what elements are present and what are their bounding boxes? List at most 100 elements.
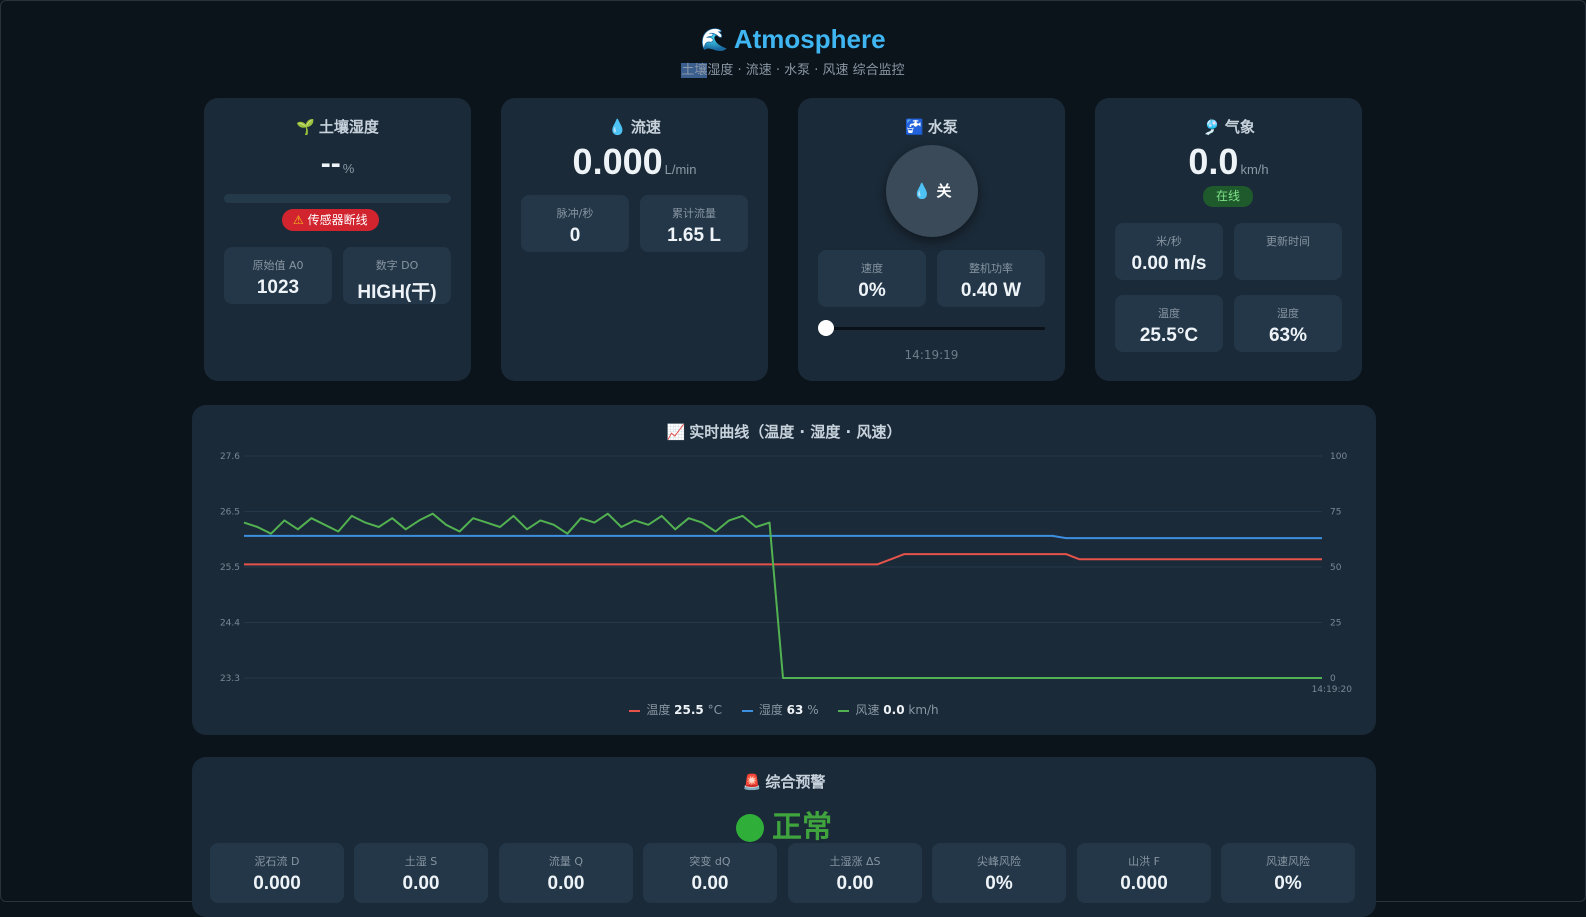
online-status-text: 在线 xyxy=(1215,189,1240,203)
metric-value: 0.000 xyxy=(253,873,301,894)
page-header: 🌊 Atmosphere 土壤湿度 · 流速 · 水泵 · 风速 综合监控 xyxy=(0,24,1586,78)
y-left-tick-label: 25.5 xyxy=(220,563,240,573)
y-left-tick-label: 23.3 xyxy=(220,674,240,684)
temperature-label: 温度 xyxy=(1158,307,1180,320)
wind-value-number: 0.0 xyxy=(1188,141,1239,182)
soil-value-number: -- xyxy=(320,147,341,180)
chart-legend: 温度 25.5 °C 湿度 63 % 风速 0.0 km/h xyxy=(192,701,1376,718)
raw-value-tile: 原始值 A0 1023 xyxy=(224,247,332,304)
y-right-tick-label: 100 xyxy=(1330,452,1347,462)
weather-card: 🎐 气象 0.0 km/h 在线 米/秒 0.00 m/s 更新时间 温度 25.5… xyxy=(1095,98,1362,381)
legend-value: 0.0 xyxy=(883,703,905,717)
sensor-offline-text: 传感器断线 xyxy=(307,213,368,227)
chart-increasing-icon: 📈 xyxy=(666,423,686,441)
y-left-tick-label: 24.4 xyxy=(220,619,240,629)
metric-label: 风速风险 xyxy=(1266,855,1310,868)
app-title-text: Atmosphere xyxy=(733,24,886,54)
humidity-value: 63% xyxy=(1268,325,1308,346)
realtime-chart: 27.6 100 26.5 75 25.5 50 24.4 25 23.3 014:19:20 xyxy=(220,452,1353,695)
legend-name: 温度 xyxy=(646,703,671,717)
humidity-label: 湿度 xyxy=(1277,307,1299,320)
metric-tile: 尖峰风险 0% xyxy=(932,843,1066,903)
legend-swatch xyxy=(629,709,641,712)
metric-tile: 泥石流 D 0.000 xyxy=(210,843,344,903)
metric-tile: 土湿涨 ΔS 0.00 xyxy=(788,843,922,903)
legend-swatch xyxy=(838,709,850,712)
warning-title-text: 综合预警 xyxy=(765,773,826,791)
metric-label: 土湿 S xyxy=(404,855,438,868)
soil-value-unit: % xyxy=(342,161,355,176)
series-line-风速 xyxy=(243,512,1322,679)
online-badge: 在线 xyxy=(1203,186,1253,207)
chart-title-text: 实时曲线（温度 · 湿度 · 风速） xyxy=(689,423,902,441)
warning-title: 🚨 综合预警 xyxy=(192,771,1376,792)
sensor-offline-badge: ⚠ 传感器断线 xyxy=(282,209,379,231)
total-flow-value: 1.65 L xyxy=(667,225,721,246)
raw-value: 1023 xyxy=(256,277,300,298)
pump-speed-label: 速度 xyxy=(861,262,883,275)
series-line-温度 xyxy=(244,553,1322,566)
legend-item-temperature: 温度 25.5 °C xyxy=(629,701,722,718)
flow-value-unit: L/min xyxy=(664,162,697,177)
metric-tile: 流量 Q 0.00 xyxy=(499,843,633,903)
metric-tile: 土湿 S 0.00 xyxy=(354,843,488,903)
pulse-tile: 脉冲/秒 0 xyxy=(521,195,629,252)
metric-label: 突变 dQ xyxy=(689,855,731,868)
pulse-value: 0 xyxy=(569,225,581,246)
legend-name: 风速 xyxy=(855,703,880,717)
flow-value: 0.000 L/min xyxy=(501,141,768,183)
y-left-tick-label: 27.6 xyxy=(220,452,240,462)
metric-value: 0.00 xyxy=(836,873,874,894)
y-right-tick-label: 50 xyxy=(1330,563,1342,573)
warning-card: 🚨 综合预警 正常 泥石流 D 0.000 土湿 S 0.00 流量 Q 0.00 突变 dQ… xyxy=(192,757,1376,917)
wind-ms-label: 米/秒 xyxy=(1156,235,1182,248)
warning-status-text: 正常 xyxy=(772,810,832,845)
green-status-dot-icon xyxy=(736,814,764,842)
pump-time: 14:19:19 xyxy=(904,348,959,362)
y-right-tick-label: 25 xyxy=(1330,619,1341,629)
metric-tile: 风速风险 0% xyxy=(1221,843,1355,903)
x-time-label: 14:19:20 xyxy=(1312,685,1353,695)
humidity-tile: 湿度 63% xyxy=(1234,295,1342,352)
slider-track xyxy=(818,327,1045,330)
warning-status: 正常 xyxy=(192,802,1376,846)
raw-value-label: 原始值 A0 xyxy=(252,259,304,272)
metric-tile: 突变 dQ 0.00 xyxy=(643,843,777,903)
slider-handle[interactable] xyxy=(818,320,834,336)
metric-label: 泥石流 D xyxy=(254,855,300,868)
update-time-tile: 更新时间 xyxy=(1234,223,1342,280)
legend-unit: °C xyxy=(707,703,722,717)
wind-value-unit: km/h xyxy=(1240,162,1269,177)
flow-value-number: 0.000 xyxy=(572,141,663,182)
realtime-chart-card: 📈 实时曲线（温度 · 湿度 · 风速） 27.6 100 26.5 75 25.5 50 2… xyxy=(192,405,1376,735)
pump-toggle-button[interactable]: 💧 关 xyxy=(886,145,978,237)
total-flow-label: 累计流量 xyxy=(672,207,716,220)
wave-icon: 🌊 xyxy=(700,26,728,52)
subtitle-selected-text: 土壤 xyxy=(681,63,708,78)
total-flow-tile: 累计流量 1.65 L xyxy=(640,195,748,252)
metric-label: 尖峰风险 xyxy=(977,855,1021,868)
legend-value: 63 xyxy=(786,703,804,717)
droplet-icon: 💧 xyxy=(608,118,627,136)
soil-card: 🌱 土壤湿度 --% ⚠ 传感器断线 原始值 A0 1023 数字 DO HIGH… xyxy=(204,98,471,381)
metric-value: 0.000 xyxy=(1120,873,1168,894)
metric-value: 0.00 xyxy=(691,873,729,894)
legend-unit: km/h xyxy=(908,703,939,717)
legend-swatch xyxy=(741,709,753,712)
soil-value: --% xyxy=(204,147,471,181)
weather-title-text: 气象 xyxy=(1224,118,1255,136)
pump-title: 🚰 水泵 xyxy=(798,116,1065,137)
pump-card: 🚰 水泵 💧 关 速度 0% 整机功率 0.40 W 14:19:19 xyxy=(798,98,1065,381)
update-time-label: 更新时间 xyxy=(1266,235,1310,248)
metric-label: 山洪 F xyxy=(1128,855,1160,868)
metric-value: 0% xyxy=(1274,873,1302,894)
metric-tile: 山洪 F 0.000 xyxy=(1077,843,1211,903)
chart-title: 📈 实时曲线（温度 · 湿度 · 风速） xyxy=(192,421,1376,442)
pump-power-value: 0.40 W xyxy=(960,280,1022,301)
pump-power-tile: 整机功率 0.40 W xyxy=(937,250,1045,307)
pump-title-text: 水泵 xyxy=(927,118,958,136)
temperature-tile: 温度 25.5°C xyxy=(1115,295,1223,352)
warning-icon: ⚠ xyxy=(293,213,304,227)
pump-speed-slider[interactable] xyxy=(818,320,1045,336)
pump-speed-value: 0% xyxy=(858,280,886,301)
